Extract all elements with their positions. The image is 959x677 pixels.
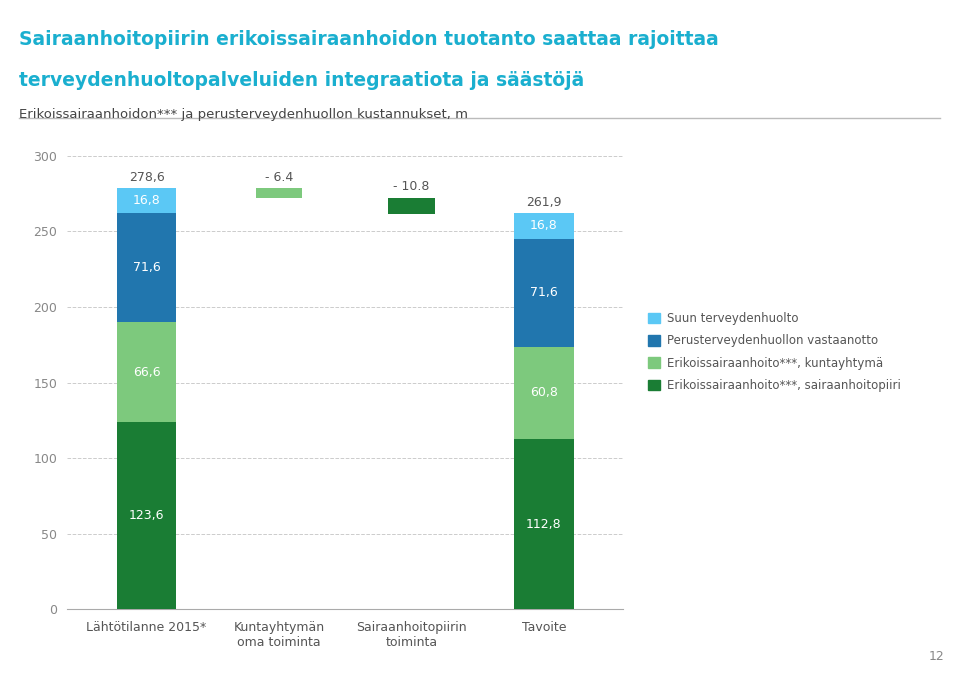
Bar [514, 238, 573, 347]
Bar [514, 213, 573, 238]
Bar [117, 188, 176, 213]
Text: 16,8: 16,8 [132, 194, 160, 207]
Text: 60,8: 60,8 [530, 387, 558, 399]
Text: terveydenhuoltopalveluiden integraatiota ja säästöjä: terveydenhuoltopalveluiden integraatiota… [19, 71, 584, 90]
Text: 71,6: 71,6 [530, 286, 558, 299]
Text: 71,6: 71,6 [132, 261, 160, 274]
Text: 278,6: 278,6 [129, 171, 164, 183]
Legend: Suun terveydenhuolto, Perusterveydenhuollon vastaanotto, Erikoissairaanhoito***,: Suun terveydenhuolto, Perusterveydenhuol… [648, 312, 901, 392]
Text: Erikoissairaanhoidon*** ja perusterveydenhuollon kustannukset, m: Erikoissairaanhoidon*** ja perusterveyde… [19, 108, 468, 121]
Text: - 10.8: - 10.8 [393, 180, 430, 193]
Bar [117, 213, 176, 322]
Text: 123,6: 123,6 [129, 509, 164, 523]
Bar [388, 198, 434, 214]
Bar [514, 347, 573, 439]
Bar [256, 188, 302, 198]
Text: 16,8: 16,8 [530, 219, 558, 232]
Text: 112,8: 112,8 [526, 517, 562, 531]
Text: - 6.4: - 6.4 [265, 171, 293, 183]
Bar [117, 322, 176, 422]
Text: 12: 12 [929, 651, 945, 663]
Bar [514, 439, 573, 609]
Bar [117, 422, 176, 609]
Text: 66,6: 66,6 [132, 366, 160, 378]
Text: 261,9: 261,9 [526, 196, 562, 209]
Text: Sairaanhoitopiirin erikoissairaanhoidon tuotanto saattaa rajoittaa: Sairaanhoitopiirin erikoissairaanhoidon … [19, 30, 719, 49]
